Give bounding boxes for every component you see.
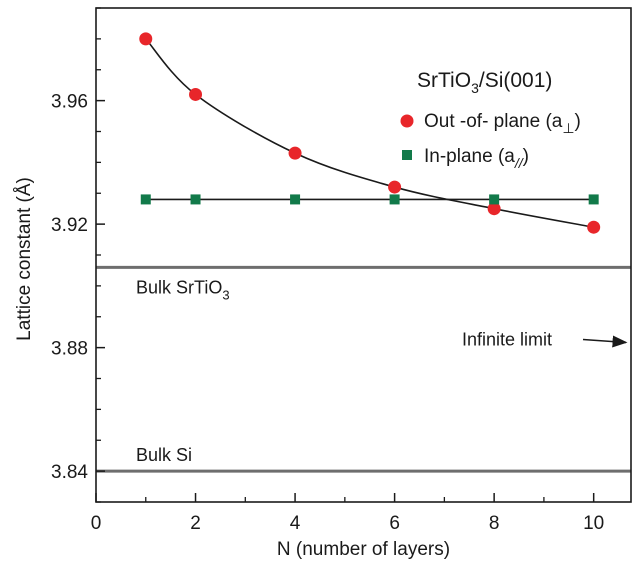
- data-point-out-of-plane: [189, 87, 203, 101]
- y-tick-label: 3.96: [51, 92, 88, 113]
- legend: SrTiO3/Si(001) Out -of- plane (a⊥) In-pl…: [400, 69, 581, 171]
- legend-marker-out-of-plane: [400, 114, 414, 128]
- legend-label-out-of-plane: Out -of- plane (a⊥): [424, 111, 581, 136]
- legend-marker-in-plane: [402, 150, 412, 160]
- data-point-in-plane: [290, 194, 301, 205]
- x-tick-label: 6: [389, 513, 400, 534]
- x-tick-label: 4: [290, 513, 301, 534]
- x-tick-label: 2: [190, 513, 201, 534]
- data-markers: [139, 32, 601, 234]
- legend-title: SrTiO3/Si(001): [417, 69, 552, 96]
- infinite-limit-label: Infinite limit: [462, 329, 552, 349]
- y-tick-label: 3.84: [51, 462, 88, 483]
- x-tick-label: 10: [583, 513, 604, 534]
- y-tick-label: 3.88: [51, 339, 88, 360]
- y-axis-title: Lattice constant (Å): [14, 177, 35, 341]
- reference-lines: [96, 265, 631, 473]
- data-point-in-plane: [489, 194, 500, 205]
- data-point-out-of-plane: [288, 146, 302, 160]
- fit-curves: [145, 38, 594, 228]
- y-tick-label: 3.92: [51, 215, 88, 236]
- bulk-si-label: Bulk Si: [136, 445, 192, 465]
- data-point-out-of-plane: [139, 32, 153, 46]
- data-point-out-of-plane: [388, 180, 402, 194]
- bulk-srtio3-label: Bulk SrTiO3: [136, 277, 230, 302]
- infinite-limit-arrow: [582, 335, 628, 348]
- x-axis-title: N (number of layers): [277, 539, 450, 560]
- x-tick-label: 0: [91, 513, 102, 534]
- data-point-in-plane: [389, 194, 400, 205]
- legend-label-in-plane: In-plane (a//): [424, 146, 529, 171]
- data-point-in-plane: [190, 194, 201, 205]
- data-point-in-plane: [588, 194, 599, 205]
- data-point-out-of-plane: [587, 220, 601, 234]
- tick-labels: 0 2 4 6 8 10 3.84 3.88 3.92 3.96: [51, 92, 604, 534]
- axis-ticks: [95, 7, 595, 503]
- data-point-in-plane: [140, 194, 151, 205]
- data-point-out-of-plane: [487, 202, 501, 216]
- x-tick-label: 8: [489, 513, 500, 534]
